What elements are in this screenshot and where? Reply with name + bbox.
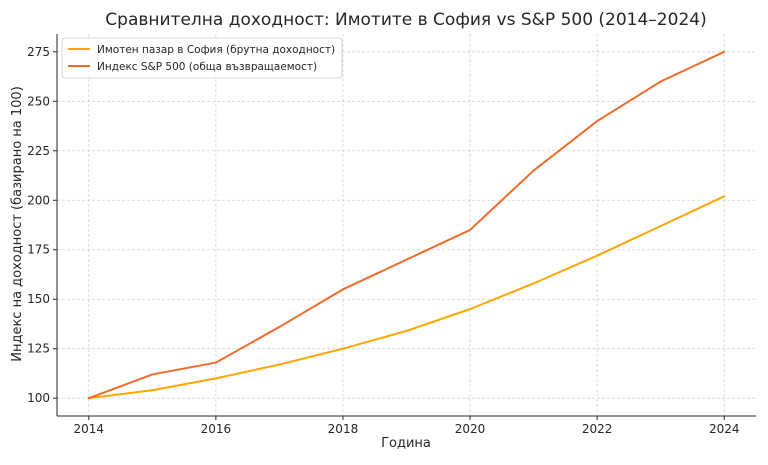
x-axis-label: Година	[381, 436, 431, 451]
x-tick-label: 2024	[709, 422, 740, 436]
x-tick-label: 2020	[455, 422, 486, 436]
y-tick-label: 125	[27, 342, 50, 356]
legend-label: Имотен пазар в София (брутна доходност)	[97, 44, 335, 56]
x-tick-label: 2018	[328, 422, 359, 436]
series-line-1	[87, 195, 726, 400]
y-tick-label: 100	[27, 391, 50, 405]
x-tick-label: 2022	[582, 422, 613, 436]
y-axis-label: Индекс на доходност (базирано на 100)	[10, 86, 25, 362]
y-tick-label: 175	[27, 243, 50, 257]
y-tick-label: 150	[27, 292, 50, 306]
grid	[57, 34, 756, 416]
legend-box	[61, 37, 343, 79]
y-tick-label: 275	[27, 45, 50, 59]
legend-label: Индекс S&P 500 (обща възвращаемост)	[97, 61, 317, 73]
x-tick-label: 2014	[73, 422, 104, 436]
y-tick-label: 250	[27, 94, 50, 108]
series-lines	[87, 50, 726, 400]
x-tick-label: 2016	[201, 422, 232, 436]
chart-title: Сравнителна доходност: Имотите в София v…	[105, 10, 706, 30]
y-tick-label: 225	[27, 144, 50, 158]
y-tick-label: 200	[27, 193, 50, 207]
legend: Имотен пазар в София (брутна доходност) И…	[61, 37, 343, 79]
axes: 2014 2016 2018 2020 2022 2024 100 125 150 175 200 2…	[27, 34, 756, 436]
series-line-2	[87, 50, 726, 400]
